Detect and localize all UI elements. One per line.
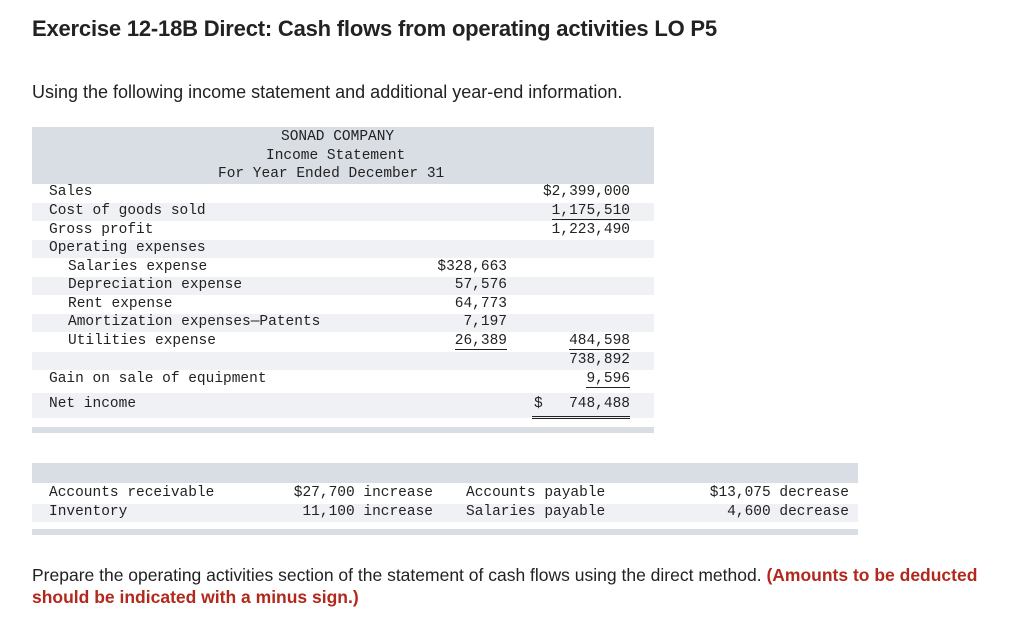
total-expenses-amount: 484,598 — [569, 333, 630, 350]
operating-income-amount: 738,892 — [569, 352, 630, 368]
expense-label: Utilities expense — [68, 333, 216, 349]
income-statement-header: SONAD COMPANY Income Statement For Year … — [32, 127, 654, 184]
sales-label: Sales — [49, 184, 93, 200]
statement-name: Income Statement — [266, 148, 406, 164]
opex-heading: Operating expenses — [49, 240, 206, 256]
info-label: Accounts payable — [466, 485, 606, 501]
statement-period: For Year Ended December 31 — [218, 166, 445, 182]
expense-label: Salaries expense — [68, 259, 208, 275]
expense-amount: 7,197 — [463, 314, 507, 330]
net-income-label: Net income — [49, 396, 137, 412]
net-income-dollar: $ — [534, 396, 543, 412]
company-name: SONAD COMPANY — [281, 129, 395, 145]
instructions-text: Prepare the operating activities section… — [32, 565, 762, 585]
info-label: Salaries payable — [466, 504, 606, 520]
gain-amount: 9,596 — [586, 371, 630, 388]
info-change: 4,600 decrease — [727, 504, 849, 520]
instructions: Prepare the operating activities section… — [32, 564, 1002, 608]
gain-label: Gain on sale of equipment — [49, 371, 267, 387]
info-change: $27,700 increase — [293, 485, 433, 501]
cogs-amount: 1,175,510 — [551, 203, 630, 220]
net-income-cell: $ 748,488 — [532, 396, 630, 419]
gross-profit-amount: 1,223,490 — [551, 222, 630, 238]
expense-amount: 57,576 — [454, 277, 507, 293]
intro-text: Using the following income statement and… — [32, 82, 623, 102]
info-change: 11,100 increase — [302, 504, 433, 520]
info-label: Inventory — [49, 504, 128, 520]
expense-amount: $328,663 — [437, 259, 507, 275]
expense-amount: 26,389 — [454, 333, 507, 350]
info-change: $13,075 decrease — [709, 485, 849, 501]
expense-label: Depreciation expense — [68, 277, 243, 293]
info-label: Accounts receivable — [49, 485, 215, 501]
additional-info: Accounts receivable $27,700 increase Inv… — [32, 463, 858, 535]
exercise-title: Exercise 12-18B Direct: Cash flows from … — [32, 16, 717, 41]
gross-profit-label: Gross profit — [49, 222, 154, 238]
expense-amount: 64,773 — [454, 296, 507, 312]
expense-label: Amortization expenses—Patents — [68, 314, 321, 330]
instructions-note: (Amounts to be deducted should be indica… — [32, 565, 978, 607]
expense-label: Rent expense — [68, 296, 173, 312]
sales-amount: $2,399,000 — [542, 184, 630, 200]
income-statement: SONAD COMPANY Income Statement For Year … — [32, 127, 654, 433]
cogs-label: Cost of goods sold — [49, 203, 206, 219]
net-income-amount: 748,488 — [569, 396, 630, 412]
